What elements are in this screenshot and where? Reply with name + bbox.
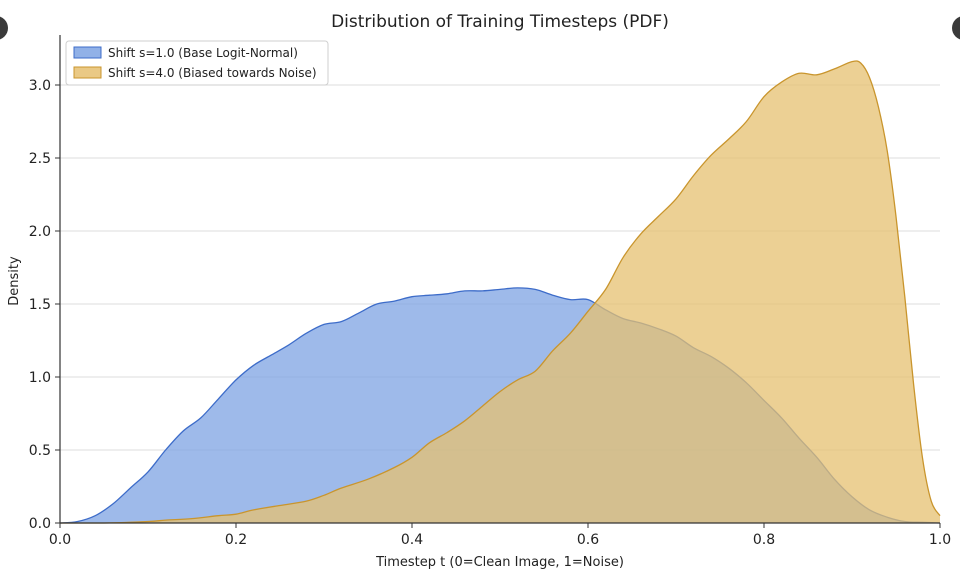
y-tick-label: 1.5	[29, 297, 51, 313]
y-axis-ticks: 0.0 0.5 1.0 1.5 2.0 2.5 3.0	[29, 78, 60, 532]
left-corner-dot	[0, 16, 8, 40]
y-tick-label: 2.0	[29, 224, 51, 240]
y-tick-label: 3.0	[29, 78, 51, 94]
y-tick-label: 1.0	[29, 370, 51, 386]
x-tick-label: 1.0	[929, 532, 951, 548]
density-area-shifted	[60, 60, 940, 524]
legend-frame	[65, 40, 329, 86]
legend-swatch-shifted	[73, 66, 102, 79]
x-axis-ticks: 0.0 0.2 0.4 0.6 0.8 1.0	[49, 523, 951, 548]
y-tick-label: 0.5	[29, 443, 51, 459]
density-areas	[59, 60, 941, 524]
x-tick-label: 0.6	[577, 532, 599, 548]
legend-label-base: Shift s=1.0 (Base Logit-Normal)	[108, 46, 298, 60]
density-area-shifted-outline	[59, 60, 941, 524]
legend-label-shifted: Shift s=4.0 (Biased towards Noise)	[108, 66, 317, 80]
chart-title: Distribution of Training Timesteps (PDF)	[331, 12, 669, 32]
x-tick-label: 0.2	[225, 532, 247, 548]
legend: Shift s=1.0 (Base Logit-Normal) Shift s=…	[65, 40, 329, 86]
y-tick-label: 2.5	[29, 151, 51, 167]
y-axis-label: Density	[7, 256, 22, 306]
y-tick-label: 0.0	[29, 516, 51, 532]
right-corner-dot	[952, 16, 960, 40]
x-tick-label: 0.0	[49, 532, 71, 548]
x-tick-label: 0.8	[753, 532, 775, 548]
legend-swatch-base	[73, 46, 102, 59]
x-tick-label: 0.4	[401, 532, 423, 548]
x-axis-label: Timestep t (0=Clean Image, 1=Noise)	[375, 555, 624, 570]
